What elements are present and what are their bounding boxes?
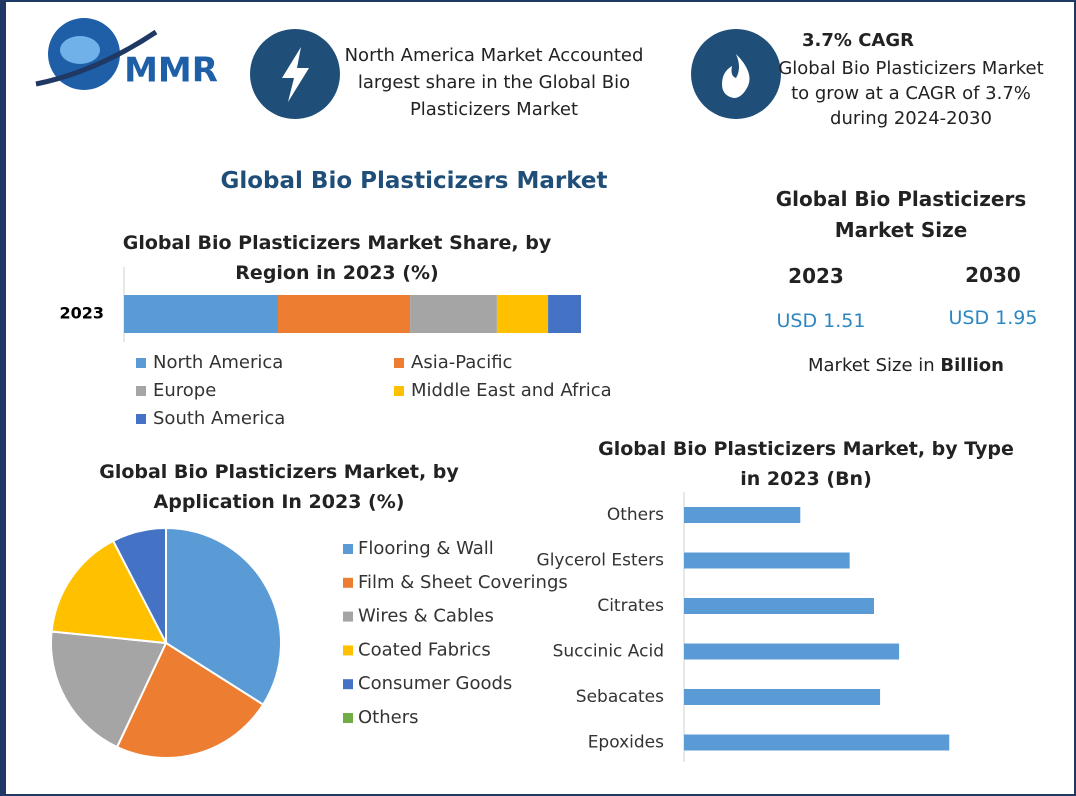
legend-swatch xyxy=(394,386,404,396)
size-note-text: Market Size in xyxy=(807,355,935,376)
highlight-title: 3.7% CAGR xyxy=(802,30,914,51)
legend-swatch xyxy=(343,577,353,588)
legend-label: Film & Sheet Coverings xyxy=(358,572,568,593)
size-note: Market Size in Billion xyxy=(766,355,1046,376)
legend-swatch xyxy=(136,414,146,424)
legend-label: Asia-Pacific xyxy=(411,352,512,373)
legend-label: Flooring & Wall xyxy=(358,538,494,559)
legend-label: North America xyxy=(153,352,283,373)
bar xyxy=(684,643,900,660)
legend-swatch xyxy=(394,358,404,368)
icon-bolt xyxy=(282,47,309,102)
bar xyxy=(684,598,874,614)
size-unit: Billion xyxy=(940,355,1004,376)
pie-slice xyxy=(50,539,168,645)
highlight-text: Global Bio Plasticizers Market to grow a… xyxy=(778,58,1044,129)
logo-swoosh xyxy=(35,29,158,87)
chart-title: Global Bio Plasticizers Market, by Type … xyxy=(598,438,1014,490)
legend-label: Wires & Cables xyxy=(358,606,494,627)
y-tick-label: Succinic Acid xyxy=(553,642,664,662)
size-year: 2023 xyxy=(788,264,844,288)
pie-slice xyxy=(50,630,168,749)
legend-label: Others xyxy=(358,707,419,728)
legend-label: Middle East and Africa xyxy=(411,380,612,401)
legend-label: Coated Fabrics xyxy=(358,639,491,660)
bar xyxy=(684,734,950,751)
legend-label: Europe xyxy=(153,380,216,401)
icon-flame xyxy=(722,54,750,98)
y-tick-label: Sebacates xyxy=(576,687,664,707)
bar-segment xyxy=(278,295,411,333)
main-title: Global Bio Plasticizers Market xyxy=(220,168,608,194)
highlight-text: North America Market Accounted largest s… xyxy=(344,45,644,120)
bar xyxy=(684,552,850,569)
bar-segment xyxy=(410,295,497,333)
size-value: USD 1.95 xyxy=(948,307,1038,329)
legend-swatch xyxy=(343,679,353,690)
bar-segment xyxy=(496,295,549,333)
legend-swatch xyxy=(136,386,146,396)
legend-swatch xyxy=(343,713,353,723)
size-title: Global Bio Plasticizers Market Size xyxy=(775,187,1027,242)
y-tick-label: Citrates xyxy=(597,596,664,616)
bar-segment xyxy=(548,295,581,333)
legend-label: Consumer Goods xyxy=(358,673,512,694)
bar xyxy=(684,689,881,705)
y-tick-label: Others xyxy=(607,505,664,525)
icon-circle xyxy=(691,29,781,119)
chart-title: Global Bio Plasticizers Market Share, by… xyxy=(122,232,552,284)
graphics: MMR 2023 North America Asia-Pacific Europe M… xyxy=(35,18,950,762)
legend-swatch xyxy=(343,544,353,554)
y-tick-label: 2023 xyxy=(59,304,104,323)
legend-swatch xyxy=(136,358,146,368)
legend-label: South America xyxy=(153,408,285,429)
logo-text: MMR xyxy=(124,51,218,91)
legend-swatch xyxy=(343,645,353,656)
size-value: USD 1.51 xyxy=(776,310,866,332)
chart-title: Global Bio Plasticizers Market, by Appli… xyxy=(99,461,459,513)
bar xyxy=(684,507,801,523)
y-tick-label: Epoxides xyxy=(588,733,664,753)
logo-globe-land xyxy=(60,36,100,64)
bar-segment xyxy=(124,295,279,333)
size-year: 2030 xyxy=(965,263,1021,287)
legend-swatch xyxy=(343,611,353,622)
y-tick-label: Glycerol Esters xyxy=(537,551,665,571)
